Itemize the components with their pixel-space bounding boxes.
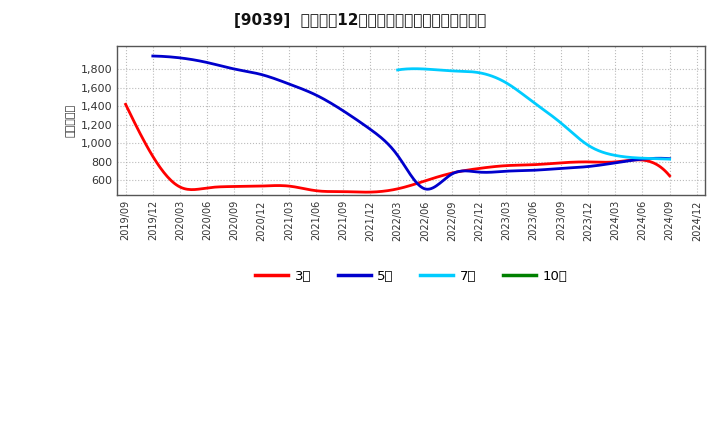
3年 bbox=[456, 169, 464, 174]
5年 bbox=[618, 159, 627, 164]
5年 bbox=[148, 53, 157, 59]
Y-axis label: （百万円）: （百万円） bbox=[66, 104, 76, 137]
7年 bbox=[641, 156, 649, 161]
Line: 5年: 5年 bbox=[153, 56, 670, 189]
Line: 3年: 3年 bbox=[125, 104, 670, 192]
3年 bbox=[616, 159, 625, 164]
7年 bbox=[393, 67, 402, 73]
Line: 7年: 7年 bbox=[397, 69, 670, 159]
3年 bbox=[447, 171, 456, 176]
Legend: 3年, 5年, 7年, 10年: 3年, 5年, 7年, 10年 bbox=[250, 265, 572, 288]
7年 bbox=[665, 157, 674, 162]
7年 bbox=[555, 119, 564, 125]
3年 bbox=[582, 159, 590, 165]
7年 bbox=[410, 66, 419, 71]
7年 bbox=[556, 120, 564, 125]
5年 bbox=[456, 169, 465, 174]
3年 bbox=[445, 171, 454, 176]
5年 bbox=[458, 169, 467, 174]
5年 bbox=[586, 164, 595, 169]
5年 bbox=[467, 169, 475, 174]
3年 bbox=[121, 102, 130, 107]
3年 bbox=[361, 190, 370, 195]
7年 bbox=[395, 67, 403, 73]
7年 bbox=[624, 154, 632, 160]
Text: [9039]  経常利益12か月移動合計の標準偏差の推移: [9039] 経常利益12か月移動合計の標準偏差の推移 bbox=[234, 13, 486, 28]
3年 bbox=[123, 106, 132, 111]
5年 bbox=[423, 187, 432, 192]
7年 bbox=[561, 124, 570, 129]
3年 bbox=[665, 173, 674, 179]
5年 bbox=[665, 156, 674, 161]
5年 bbox=[150, 53, 159, 59]
